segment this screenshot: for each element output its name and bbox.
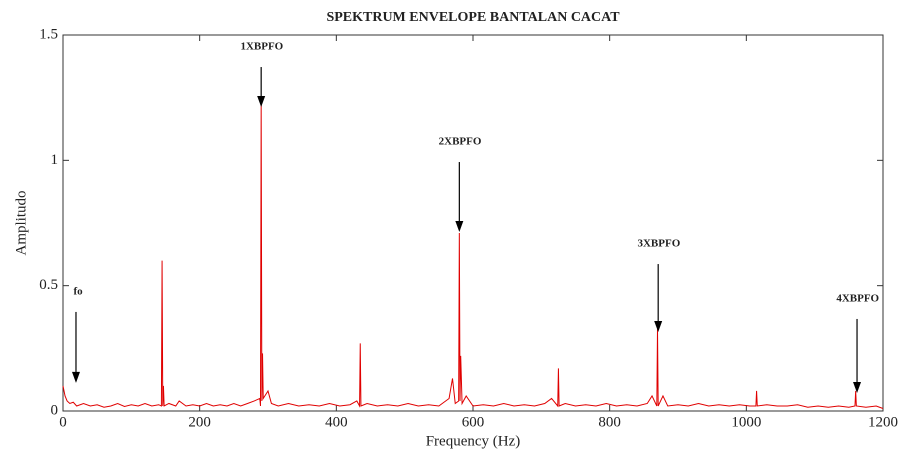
y-tick-label: 0.5: [39, 277, 58, 293]
x-tick-label: 200: [188, 414, 211, 430]
annotation-label: fo: [73, 285, 83, 297]
x-tick-label: 0: [59, 414, 67, 430]
annotation-label: 4XBPFO: [836, 292, 879, 304]
annotation-label: 1XBPFO: [240, 41, 283, 53]
y-tick-label: 1.5: [39, 26, 58, 42]
x-axis-label: Frequency (Hz): [426, 433, 521, 449]
arrow-head: [71, 371, 80, 383]
annotation-label: 2XBPFO: [439, 136, 482, 148]
spectrum-line: [62, 102, 884, 409]
y-tick-label: 1: [51, 152, 59, 168]
x-tick-label: 400: [325, 414, 348, 430]
y-tick-label: 0: [51, 402, 59, 418]
x-tick-label: 1000: [731, 414, 761, 430]
arrow-head: [257, 95, 266, 107]
chart-title: SPEKTRUM ENVELOPE BANTALAN CACAT: [326, 10, 620, 25]
annotation-label: 3XBPFO: [637, 238, 680, 250]
x-tick-label: 1200: [868, 414, 898, 430]
arrow-head: [455, 221, 464, 233]
x-tick-label: 800: [598, 414, 621, 430]
arrow-head: [853, 381, 862, 393]
x-tick-label: 600: [462, 414, 485, 430]
y-axis-label: Amplitudo: [13, 190, 29, 255]
arrow-head: [654, 321, 663, 333]
plot-frame: [62, 34, 884, 412]
